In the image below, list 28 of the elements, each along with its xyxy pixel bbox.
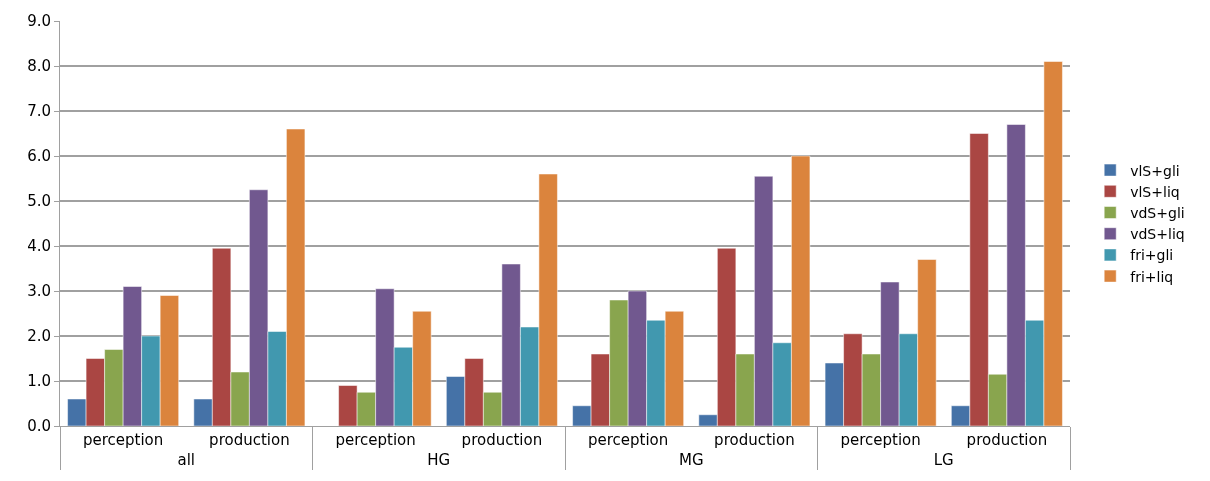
y-tick-label: 3.0: [27, 282, 51, 301]
legend-label: fri+gli: [1130, 247, 1174, 264]
x-tick-label: perception: [82, 431, 164, 449]
text: all: [177, 451, 196, 469]
legend-label: vlS+liq: [1130, 183, 1180, 200]
x-tick-label: production: [714, 431, 795, 449]
text: HG: [427, 451, 451, 469]
text: MG: [678, 451, 704, 469]
legend-label: vdS+liq: [1130, 226, 1185, 243]
legend-label: vdS+gli: [1130, 204, 1185, 221]
y-tick-label: 6.0: [27, 147, 51, 166]
y-tick-label: 9.0: [27, 12, 51, 31]
x-tick-label: production: [966, 431, 1048, 449]
x-tick-label: perception: [587, 431, 669, 449]
x-tick-label: production: [461, 431, 543, 449]
y-tick-label: 1.0: [27, 372, 51, 391]
x-tick-label: perception: [840, 431, 921, 449]
x-tick-label: perception: [335, 431, 416, 449]
y-tick-label: 5.0: [27, 192, 51, 211]
y-tick-label: 0.0: [27, 417, 51, 436]
y-tick-label: 8.0: [27, 57, 51, 76]
legend-label: vlS+gli: [1130, 162, 1180, 179]
y-tick-label: 7.0: [27, 102, 51, 121]
x-tick-label: production: [209, 431, 290, 449]
legend-label: fri+liq: [1130, 268, 1174, 285]
y-tick-label: 2.0: [27, 327, 51, 346]
y-tick-label: 4.0: [27, 237, 51, 256]
text: LG: [933, 451, 954, 469]
